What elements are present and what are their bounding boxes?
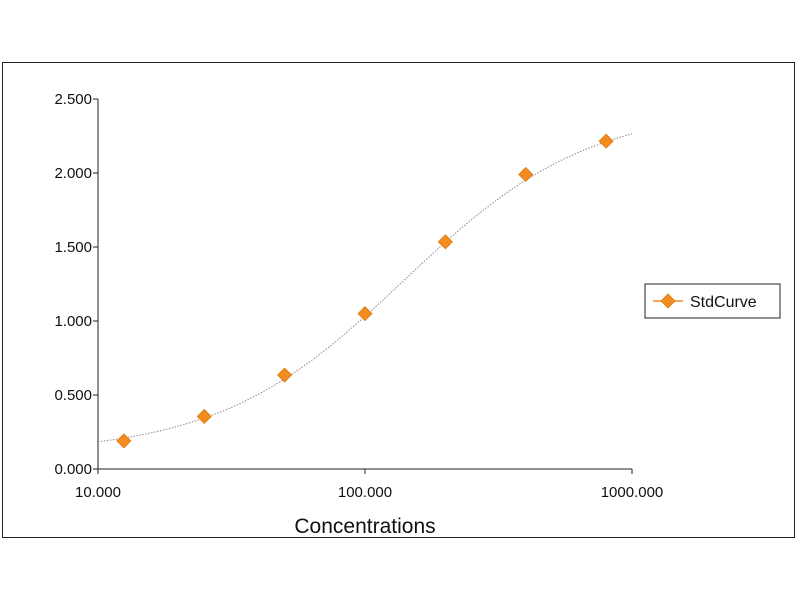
chart-frame	[2, 62, 795, 538]
data-point-diamond	[357, 306, 373, 322]
x-tick-label: 10.000	[75, 484, 121, 501]
data-point-diamond	[196, 408, 212, 425]
y-tick-label: 0.000	[54, 461, 92, 478]
y-tick-label: 1.000	[54, 313, 92, 330]
data-point-diamond	[518, 166, 534, 183]
fit-curve-layer	[97, 133, 633, 443]
legend-diamond-marker	[660, 293, 676, 309]
x-tick-label: 1000.000	[601, 484, 664, 501]
data-point-diamond	[437, 234, 453, 250]
y-tick-label: 0.500	[54, 387, 92, 404]
data-points	[116, 133, 614, 449]
y-tick-label: 2.000	[54, 165, 92, 182]
x-axis-title: Concentrations	[294, 515, 435, 538]
axis-labels: Concentrations	[294, 515, 435, 538]
y-tick-label: 2.500	[54, 91, 92, 108]
fit-curve	[97, 133, 633, 443]
x-tick-label: 100.000	[338, 484, 392, 501]
data-point-diamond	[116, 433, 132, 449]
legend: StdCurve	[644, 283, 781, 319]
axes: 0.000 0.500 1.000 1.500 2.000 2.500 10.000 100.…	[54, 91, 663, 501]
y-tick-label: 1.500	[54, 239, 92, 256]
data-point-diamond	[277, 367, 293, 383]
data-point-diamond	[598, 133, 614, 149]
legend-label-stdcurve: StdCurve	[690, 294, 757, 311]
